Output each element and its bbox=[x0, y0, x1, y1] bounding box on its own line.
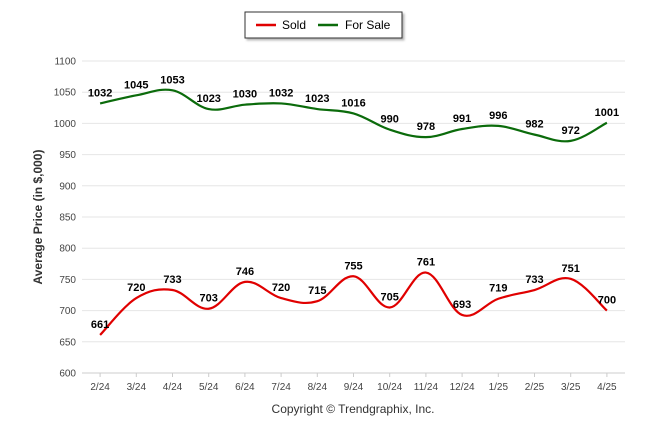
data-label-sold: 705 bbox=[381, 291, 399, 303]
data-label-for-sale: 996 bbox=[489, 110, 507, 122]
data-label-for-sale: 1030 bbox=[233, 89, 257, 101]
x-tick-label: 3/24 bbox=[127, 382, 147, 393]
y-tick-label: 900 bbox=[59, 181, 76, 192]
data-label-for-sale: 990 bbox=[381, 114, 399, 126]
x-tick-label: 4/24 bbox=[163, 382, 183, 393]
data-label-sold: 720 bbox=[127, 282, 145, 294]
data-label-sold: 715 bbox=[308, 285, 326, 297]
copyright-caption: Copyright © Trendgraphix, Inc. bbox=[272, 402, 435, 416]
y-axis-ticks: 600 650 700 750 800 850 900 950 1000 1050 1100 bbox=[54, 57, 77, 380]
x-tick-label: 8/24 bbox=[308, 382, 328, 393]
data-label-sold: 720 bbox=[272, 282, 290, 294]
x-tick-label: 2/25 bbox=[525, 382, 545, 393]
y-tick-label: 950 bbox=[59, 150, 76, 161]
x-tick-label: 11/24 bbox=[414, 382, 439, 393]
data-label-for-sale: 972 bbox=[562, 125, 580, 137]
legend-label-for-sale: For Sale bbox=[345, 18, 391, 32]
x-tick-label: 10/24 bbox=[377, 382, 402, 393]
x-tick-label: 4/25 bbox=[597, 382, 617, 393]
data-label-sold: 719 bbox=[489, 283, 507, 295]
data-label-sold: 761 bbox=[417, 257, 435, 269]
x-tick-label: 9/24 bbox=[344, 382, 364, 393]
y-axis-label: Average Price (in $,000) bbox=[31, 150, 45, 285]
y-tick-label: 1000 bbox=[54, 119, 77, 130]
data-label-for-sale: 1023 bbox=[196, 93, 220, 105]
data-label-for-sale: 991 bbox=[453, 113, 471, 125]
data-label-sold: 703 bbox=[200, 293, 218, 305]
series-line-for-sale bbox=[99, 88, 608, 143]
data-labels: 661 720 733 703 746 720 715 755 705 761 693 719 733 7… bbox=[88, 74, 619, 331]
data-label-sold: 755 bbox=[344, 260, 362, 272]
data-label-sold: 661 bbox=[91, 319, 109, 331]
x-tick-label: 7/24 bbox=[271, 382, 291, 393]
y-tick-label: 700 bbox=[59, 306, 76, 317]
data-label-for-sale: 1053 bbox=[160, 74, 184, 86]
data-label-for-sale: 1016 bbox=[341, 97, 365, 109]
data-label-for-sale: 982 bbox=[525, 119, 543, 131]
data-label-sold: 733 bbox=[163, 274, 181, 286]
y-tick-label: 650 bbox=[59, 337, 76, 348]
x-axis-ticks: 2/24 3/24 4/24 5/24 6/24 7/24 8/24 9/24 10/24 11/… bbox=[90, 373, 617, 393]
data-label-sold: 746 bbox=[236, 266, 254, 278]
data-label-for-sale: 1023 bbox=[305, 93, 329, 105]
y-tick-label: 800 bbox=[59, 244, 76, 255]
series-line-sold bbox=[99, 271, 608, 336]
data-label-for-sale: 1032 bbox=[269, 87, 293, 99]
data-label-sold: 751 bbox=[562, 263, 580, 275]
data-label-sold: 700 bbox=[598, 295, 616, 307]
data-label-for-sale: 1032 bbox=[88, 87, 112, 99]
data-label-sold: 733 bbox=[525, 274, 543, 286]
series-lines bbox=[99, 88, 608, 336]
legend-label-sold: Sold bbox=[282, 18, 306, 32]
y-tick-label: 600 bbox=[59, 369, 76, 380]
data-label-for-sale: 978 bbox=[417, 121, 435, 133]
x-tick-label: 5/24 bbox=[199, 382, 219, 393]
y-tick-label: 750 bbox=[59, 275, 76, 286]
legend: Sold For Sale bbox=[244, 11, 403, 39]
data-label-for-sale: 1045 bbox=[124, 79, 148, 91]
y-tick-label: 1100 bbox=[54, 57, 76, 68]
x-tick-label: 12/24 bbox=[450, 382, 475, 393]
y-tick-label: 1050 bbox=[54, 88, 77, 99]
x-tick-label: 3/25 bbox=[561, 382, 581, 393]
y-tick-label: 850 bbox=[59, 213, 76, 224]
data-label-sold: 693 bbox=[453, 299, 471, 311]
x-tick-label: 2/24 bbox=[90, 382, 110, 393]
x-tick-label: 6/24 bbox=[235, 382, 255, 393]
data-label-for-sale: 1001 bbox=[595, 107, 619, 119]
x-tick-label: 1/25 bbox=[489, 382, 509, 393]
